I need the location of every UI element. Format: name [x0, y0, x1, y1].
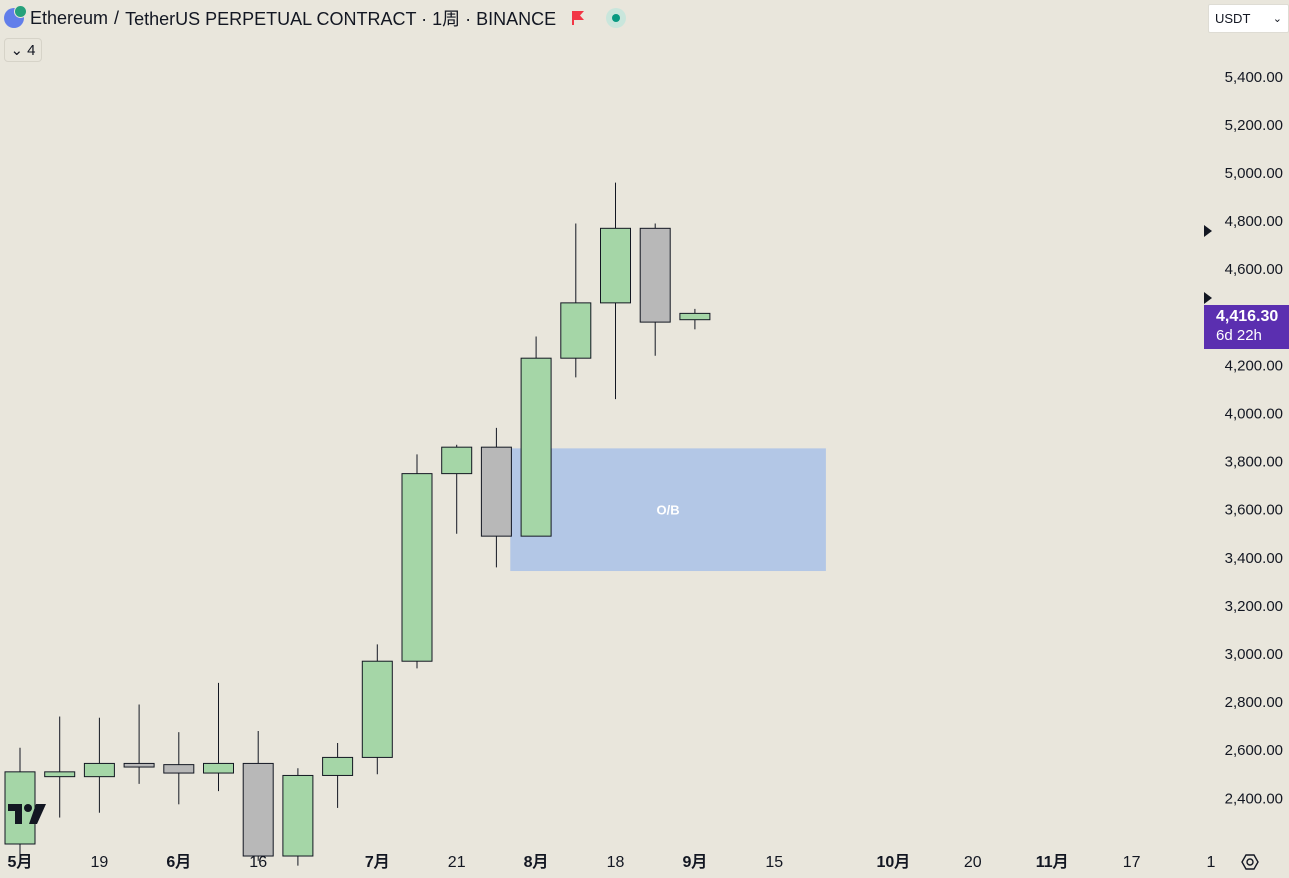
- candle[interactable]: [203, 682, 234, 792]
- y-axis-tick-label: 4,200.00: [1225, 357, 1283, 374]
- indicator-count: 4: [27, 41, 36, 59]
- candle-body: [282, 774, 314, 857]
- last-price-label: 4,416.30 6d 22h: [1204, 305, 1289, 349]
- y-axis-tick-label: 2,600.00: [1225, 742, 1283, 759]
- last-price: 4,416.30: [1216, 308, 1279, 325]
- x-axis-tick-label: 1: [1207, 854, 1216, 871]
- y-axis-tick-label: 3,200.00: [1225, 598, 1283, 615]
- currency-select[interactable]: USDT ⌄: [1208, 4, 1289, 33]
- x-axis-tick-label: 7月: [365, 853, 390, 871]
- settings-gear-icon[interactable]: [1240, 852, 1260, 872]
- candle[interactable]: [83, 717, 115, 813]
- candle[interactable]: [679, 308, 711, 330]
- symbol-title[interactable]: TetherUS PERPETUAL CONTRACT · 1周 · BINAN…: [125, 9, 557, 29]
- candle[interactable]: [600, 182, 631, 400]
- order-block-label: O/B: [657, 503, 680, 518]
- chevron-down-icon: ⌄: [10, 42, 24, 59]
- high-marker-icon: [1204, 225, 1212, 237]
- order-block-zone[interactable]: [510, 448, 826, 572]
- currency-value: USDT: [1215, 11, 1251, 26]
- candle[interactable]: [282, 768, 314, 866]
- x-axis-tick-label: 17: [1123, 854, 1141, 871]
- candle[interactable]: [520, 336, 552, 537]
- candle-body: [639, 227, 671, 323]
- candle[interactable]: [123, 704, 155, 784]
- x-axis-tick-label: 18: [607, 854, 625, 871]
- x-axis-tick-label: 5月: [8, 853, 33, 871]
- candle-body: [480, 446, 512, 537]
- candle-body: [520, 357, 552, 537]
- candle-body: [441, 446, 473, 475]
- market-status-icon[interactable]: [606, 8, 627, 28]
- symbol-separator: /: [114, 7, 120, 28]
- symbol-header: Ethereum / TetherUS PERPETUAL CONTRACT ·…: [4, 4, 627, 32]
- x-axis-tick-label: 21: [448, 854, 466, 871]
- candle-body: [322, 756, 354, 776]
- y-axis-tick-label: 4,600.00: [1225, 261, 1283, 278]
- candle-body: [83, 762, 115, 778]
- candle[interactable]: [441, 444, 473, 534]
- flag-icon[interactable]: [570, 10, 586, 26]
- candle[interactable]: [44, 716, 76, 818]
- candle-body: [401, 473, 433, 662]
- candle[interactable]: [480, 427, 512, 568]
- candle-body: [242, 762, 274, 857]
- y-axis-tick-label: 5,200.00: [1225, 117, 1283, 134]
- candle[interactable]: [163, 732, 195, 805]
- y-axis-tick-label: 3,400.00: [1225, 550, 1283, 567]
- y-axis-tick-label: 3,600.00: [1225, 502, 1283, 519]
- x-axis-tick-label: 16: [249, 854, 267, 871]
- y-axis-tick-label: 5,400.00: [1225, 69, 1283, 86]
- candle-body: [123, 762, 155, 768]
- x-axis-tick-label: 15: [765, 854, 783, 871]
- candle[interactable]: [401, 454, 433, 669]
- candle-body: [679, 312, 711, 321]
- candle[interactable]: [242, 730, 274, 861]
- candle-body: [203, 762, 234, 774]
- candle[interactable]: [361, 644, 393, 775]
- candle-body: [163, 764, 195, 774]
- candle-body: [600, 227, 631, 304]
- y-axis-tick-label: 2,800.00: [1225, 694, 1283, 711]
- tradingview-logo-icon[interactable]: [6, 800, 48, 828]
- x-axis-tick-label: 10月: [876, 853, 910, 871]
- x-axis-tick-label: 19: [91, 854, 109, 871]
- chevron-down-icon: ⌄: [1272, 13, 1282, 25]
- bar-countdown: 6d 22h: [1216, 327, 1262, 344]
- x-axis-tick-label: 11月: [1036, 853, 1069, 871]
- candle[interactable]: [639, 223, 671, 356]
- x-axis-tick-label: 20: [964, 854, 982, 871]
- y-axis-tick-label: 4,000.00: [1225, 406, 1283, 423]
- x-axis-tick-label: 6月: [166, 853, 191, 871]
- y-axis-tick-label: 5,000.00: [1225, 165, 1283, 182]
- y-axis-tick-label: 4,800.00: [1225, 213, 1283, 230]
- price-marker-icon: [1204, 292, 1212, 304]
- x-axis-tick-label: 9月: [682, 853, 707, 871]
- candle-body: [560, 302, 592, 359]
- candle-body: [44, 771, 76, 778]
- ethereum-icon: [4, 5, 27, 28]
- y-axis-tick-label: 3,800.00: [1225, 454, 1283, 471]
- candle[interactable]: [322, 742, 354, 808]
- y-axis-tick-label: 2,400.00: [1225, 790, 1283, 807]
- indicators-toggle-button[interactable]: ⌄ 4: [4, 38, 42, 62]
- symbol-base[interactable]: Ethereum: [30, 7, 109, 28]
- y-axis-tick-label: 3,000.00: [1225, 646, 1283, 663]
- candle-body: [361, 660, 393, 758]
- candle[interactable]: [560, 223, 592, 378]
- x-axis-tick-label: 8月: [524, 853, 549, 871]
